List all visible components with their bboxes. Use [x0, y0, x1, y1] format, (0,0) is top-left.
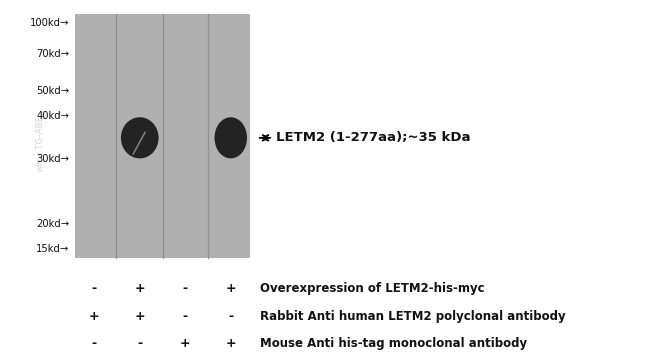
Text: Mouse Anti his-tag monoclonal antibody: Mouse Anti his-tag monoclonal antibody	[260, 337, 527, 350]
Text: 70kd→: 70kd→	[36, 49, 70, 59]
Ellipse shape	[121, 117, 159, 158]
Text: 15kd→: 15kd→	[36, 244, 70, 254]
Ellipse shape	[214, 117, 247, 158]
Text: -: -	[137, 337, 142, 350]
Text: +: +	[226, 282, 236, 295]
Text: LETM2 (1-277aa);~35 kDa: LETM2 (1-277aa);~35 kDa	[276, 131, 471, 144]
Text: -: -	[228, 310, 233, 323]
Text: -: -	[183, 282, 188, 295]
Text: +: +	[135, 310, 145, 323]
Bar	[75, 14, 250, 258]
Text: Rabbit Anti human LETM2 polyclonal antibody: Rabbit Anti human LETM2 polyclonal antib…	[260, 310, 566, 323]
Text: 100kd→: 100kd→	[30, 18, 70, 28]
Text: 50kd→: 50kd→	[36, 86, 70, 96]
Text: Overexpression of LETM2-his-myc: Overexpression of LETM2-his-myc	[260, 282, 485, 295]
Text: +: +	[135, 282, 145, 295]
Text: www.TG-ABE: www.TG-ABE	[36, 115, 45, 172]
Text: -: -	[183, 310, 188, 323]
Text: +: +	[226, 337, 236, 350]
Text: -: -	[92, 337, 97, 350]
Text: +: +	[180, 337, 190, 350]
Text: +: +	[89, 310, 99, 323]
Text: 30kd→: 30kd→	[36, 154, 70, 164]
Text: 40kd→: 40kd→	[36, 111, 70, 121]
Text: -: -	[92, 282, 97, 295]
Text: 20kd→: 20kd→	[36, 219, 70, 229]
